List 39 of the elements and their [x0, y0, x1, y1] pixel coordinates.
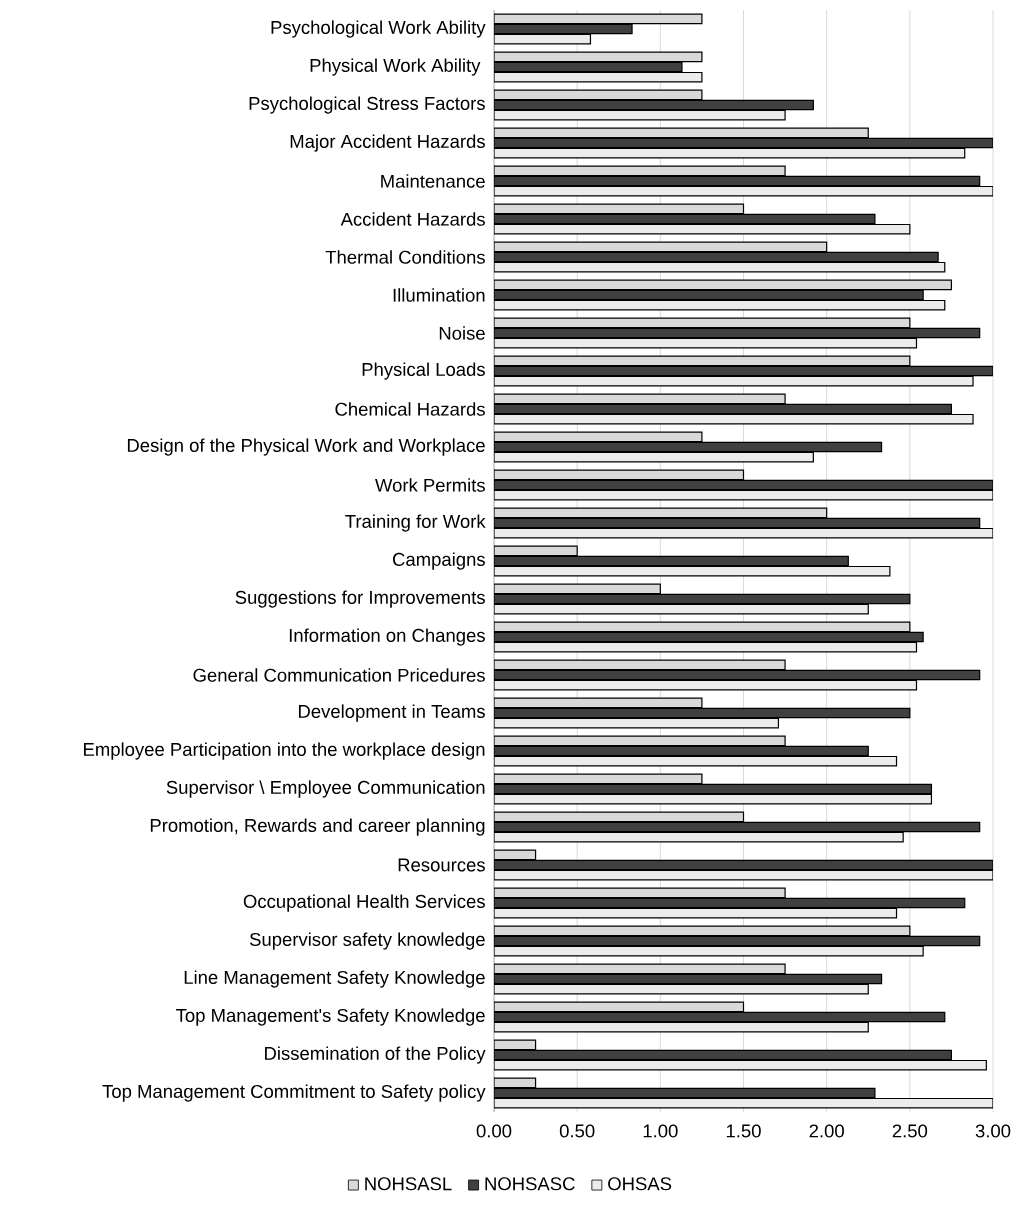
- y-tick-label: Training for Work: [345, 514, 486, 532]
- y-tick-label: Line Management Safety Knowledge: [184, 970, 485, 988]
- x-tick-label: 1.50: [726, 1124, 761, 1138]
- legend-label: NOHSASL: [365, 1177, 452, 1191]
- x-tick-label: 2.00: [809, 1124, 844, 1138]
- y-tick-label: Resources: [398, 858, 485, 872]
- y-tick-label: Development in Teams: [298, 704, 485, 722]
- x-tick-label: 3.00: [975, 1124, 1011, 1138]
- y-tick-label: Supervisor safety knowledge: [249, 932, 485, 950]
- y-tick-label: Noise: [439, 326, 485, 340]
- y-tick-label: Top Management's Safety Knowledge: [176, 1008, 485, 1026]
- legend-label: NOHSASC: [485, 1177, 575, 1191]
- y-tick-label: Thermal Conditions: [325, 250, 485, 264]
- y-tick-label: Work Permits: [375, 478, 485, 492]
- y-tick-label: Major Accident Hazards: [290, 134, 485, 152]
- y-tick-label: Promotion, Rewards and career planning: [150, 818, 485, 836]
- y-tick-label: Maintenance: [381, 174, 485, 188]
- y-tick-label: Dissemination of the Policy: [265, 1046, 486, 1064]
- y-tick-label: Campaigns: [392, 552, 485, 570]
- x-tick-label: 1.00: [643, 1124, 678, 1138]
- legend-label: OHSAS: [608, 1177, 672, 1191]
- x-tick-label: 0.00: [476, 1124, 512, 1138]
- y-tick-label: Supervisor \ Employee Communication: [166, 780, 485, 798]
- y-tick-label: Physical Work Ability: [310, 58, 481, 76]
- y-tick-label: Psychological Stress Factors: [249, 96, 485, 114]
- y-tick-label: Occupational Health Services: [243, 894, 485, 912]
- y-tick-label: General Communication Pricedures: [193, 668, 485, 682]
- y-tick-label: Physical Loads: [362, 362, 485, 380]
- y-tick-label: Design of the Physical Work and Workplace: [127, 438, 485, 456]
- y-tick-label: Top Management Commitment to Safety policy: [102, 1084, 486, 1102]
- y-tick-label: Illumination: [393, 288, 485, 302]
- y-tick-label: Accident Hazards: [340, 212, 485, 226]
- y-tick-label: Information on Changes: [289, 628, 485, 646]
- y-tick-label: Psychological Work Ability: [271, 20, 486, 38]
- x-tick-label: 0.50: [559, 1124, 595, 1138]
- y-tick-label: Chemical Hazards: [335, 402, 485, 416]
- y-tick-label: Suggestions for Improvements: [235, 590, 485, 608]
- y-tick-label: Employee Participation into the workplace design: [84, 742, 485, 760]
- x-tick-label: 2.50: [892, 1124, 928, 1138]
